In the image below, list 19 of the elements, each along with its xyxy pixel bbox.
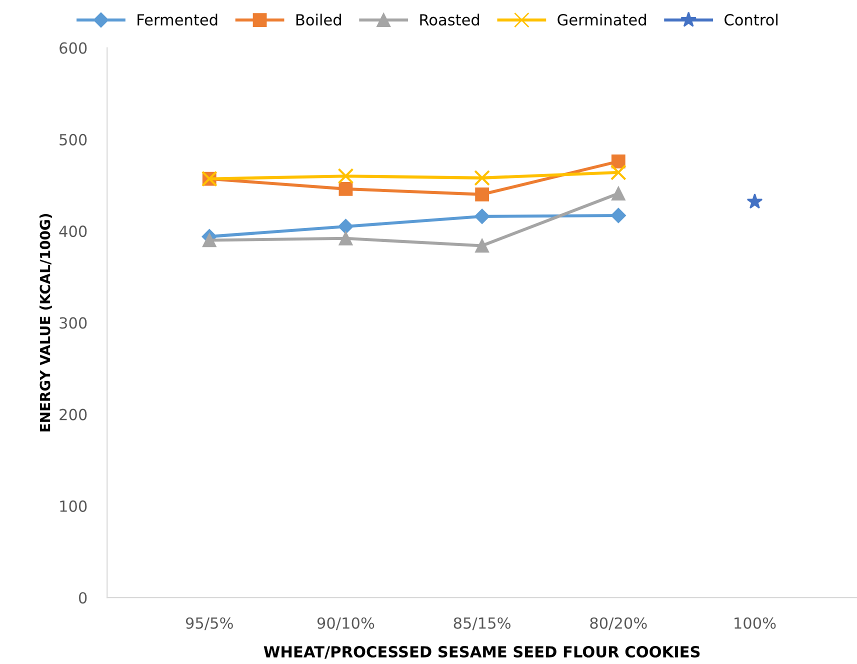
y-tick-label: 100 xyxy=(60,500,87,512)
x-tick-label: 80/20% xyxy=(590,617,647,630)
legend-label: Control xyxy=(724,14,778,26)
x-tick-label: 85/15% xyxy=(454,617,510,630)
y-tick-label: 500 xyxy=(60,134,87,146)
x-tick-label: 90/10% xyxy=(317,617,374,630)
x-tick-label: 95/5% xyxy=(186,617,233,630)
x-axis-title: WHEAT/PROCESSED SESAME SEED FLOUR COOKIES xyxy=(264,646,700,659)
legend-label: Roasted xyxy=(420,14,480,26)
y-tick-label: 400 xyxy=(59,226,87,238)
y-tick-label: 600 xyxy=(60,42,87,54)
y-tick-label: 0 xyxy=(78,592,87,604)
legend-label: Germinated xyxy=(558,14,646,26)
y-tick-label: 300 xyxy=(60,317,87,329)
legend-label: Boiled xyxy=(296,14,341,26)
y-tick-label: 200 xyxy=(60,408,87,420)
x-tick-label: 100% xyxy=(734,617,776,629)
y-axis-title: ENERGY VALUE (KCAL/100G) xyxy=(40,214,52,432)
legend-label: Fermented xyxy=(138,14,218,26)
